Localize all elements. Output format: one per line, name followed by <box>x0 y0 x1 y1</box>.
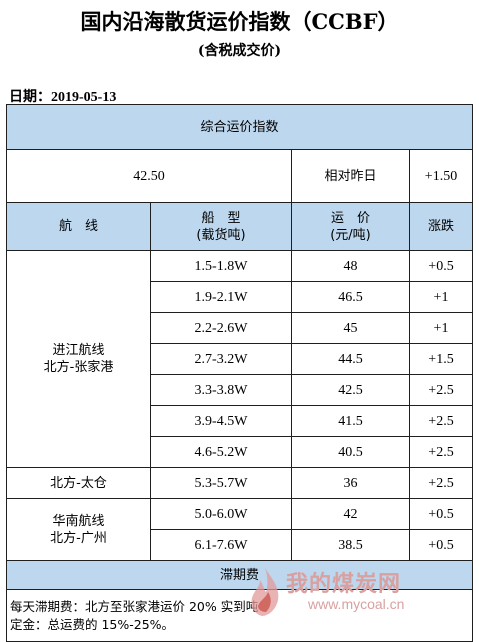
ship-type-cell: 1.5-1.8W <box>150 250 292 282</box>
column-header-row: 航 线 船 型 (载货吨) 运 价 (元/吨) 涨跌 <box>6 202 474 251</box>
change-cell: +1 <box>408 312 474 344</box>
freight-column-header: 运 价 (元/吨) <box>291 202 410 251</box>
freight-rate-cell: 42 <box>291 498 410 530</box>
freight-rate-cell: 48 <box>291 250 410 282</box>
report-date: 日期：2019-05-13 <box>9 90 117 105</box>
composite-index-value: 42.50 <box>6 149 292 203</box>
composite-value-row: 42.50 相对昨日 +1.50 <box>6 149 474 203</box>
change-cell: +0.5 <box>408 529 474 561</box>
change-cell: +2.5 <box>408 374 474 406</box>
composite-header-row: 综合运价指数 <box>5 104 474 150</box>
ship-type-cell: 2.2-2.6W <box>150 312 292 344</box>
ship-type-cell: 3.3-3.8W <box>150 374 292 406</box>
freight-rate-cell: 42.5 <box>291 374 410 406</box>
route-name-line: 进江航线 <box>52 343 105 358</box>
table-row: 华南航线 北方-广州 5.0-6.0W 42 +0.5 <box>6 498 474 561</box>
table-row: 3.9-4.5W 41.5 +2.5 <box>7 405 474 437</box>
change-cell: +0.5 <box>408 498 474 530</box>
table-row: 4.6-5.2W 40.5 +2.5 <box>7 436 474 468</box>
route-name-line: 华南航线 <box>52 513 105 529</box>
route-name-line: 北方-太仓 <box>50 475 107 491</box>
freight-rate-cell: 45 <box>291 312 410 344</box>
freight-rate-cell: 38.5 <box>291 529 410 561</box>
route-name-cell: 华南航线 北方-广州 <box>6 498 151 561</box>
ship-type-cell: 3.9-4.5W <box>150 405 292 437</box>
ship-type-cell: 2.7-3.2W <box>150 343 292 375</box>
ship-type-cell: 5.0-6.0W <box>150 498 292 530</box>
page-subtitle: (含税成交价) <box>197 43 282 59</box>
ship-type-cell: 6.1-7.6W <box>150 529 292 561</box>
table-row: 1.9-2.1W 46.5 +1 <box>7 281 474 313</box>
change-cell: +1 <box>408 281 474 313</box>
demurrage-label: 滞期费 <box>5 560 474 590</box>
freight-header-line1: 运 价 <box>330 210 370 226</box>
freight-rate-cell: 36 <box>291 467 410 499</box>
ship-header-line1: 船 型 <box>201 210 241 226</box>
compare-label: 相对昨日 <box>291 149 410 203</box>
table-row: 2.7-3.2W 44.5 +1.5 <box>7 343 474 375</box>
freight-rate-cell: 41.5 <box>291 405 410 437</box>
route-name-cell: 北方-太仓 <box>6 467 151 499</box>
composite-change: +1.50 <box>408 149 474 203</box>
freight-header-line2: (元/吨) <box>330 227 371 243</box>
ship-column-header: 船 型 (载货吨) <box>150 202 292 251</box>
change-cell: +2.5 <box>408 436 474 468</box>
table-row: 6.1-7.6W 38.5 +0.5 <box>7 529 474 561</box>
change-cell: +1.5 <box>408 343 474 375</box>
composite-index-label: 综合运价指数 <box>5 104 474 150</box>
table-row: 北方-太仓 5.3-5.7W 36 +2.5 <box>6 467 474 499</box>
ship-type-cell: 5.3-5.7W <box>150 467 292 499</box>
ship-type-cell: 1.9-2.1W <box>150 281 292 313</box>
freight-rate-cell: 46.5 <box>291 281 410 313</box>
change-cell: +2.5 <box>408 405 474 437</box>
demurrage-note-row: 每天滞期费：北方至张家港运价 20% 实到吨 定金：总运费的 15%-25%。 <box>5 589 474 642</box>
demurrage-header-row: 滞期费 <box>5 560 474 590</box>
route-column-header: 航 线 <box>6 202 151 251</box>
freight-index-table: 综合运价指数 42.50 相对昨日 +1.50 航 线 船 型 (载货吨) 运 … <box>5 104 474 642</box>
table-row: 2.2-2.6W 45 +1 <box>7 312 474 344</box>
freight-rate-cell: 44.5 <box>291 343 410 375</box>
page-title: 国内沿海散货运价指数（CCBF） <box>80 9 399 34</box>
ship-header-line2: (载货吨) <box>196 227 246 243</box>
change-cell: +0.5 <box>408 250 474 282</box>
route-name-line: 北方-张家港 <box>43 360 114 375</box>
table-row: 进江航线 北方-张家港 1.5-1.8W 48 +0.5 <box>6 250 474 468</box>
route-name-cell: 进江航线北方-张家港 <box>6 250 151 468</box>
table-row: 3.3-3.8W 42.5 +2.5 <box>7 374 474 406</box>
change-cell: +2.5 <box>408 467 474 499</box>
demurrage-note-line2: 定金：总运费的 15%-25%。 <box>10 616 175 632</box>
demurrage-note-line1: 每天滞期费：北方至张家港运价 20% 实到吨 <box>10 598 259 614</box>
ship-type-cell: 4.6-5.2W <box>150 436 292 468</box>
freight-rate-cell: 40.5 <box>291 436 410 468</box>
change-column-header: 涨跌 <box>408 202 474 251</box>
route-name-line: 北方-广州 <box>50 530 107 546</box>
demurrage-note: 每天滞期费：北方至张家港运价 20% 实到吨 定金：总运费的 15%-25%。 <box>5 589 474 642</box>
